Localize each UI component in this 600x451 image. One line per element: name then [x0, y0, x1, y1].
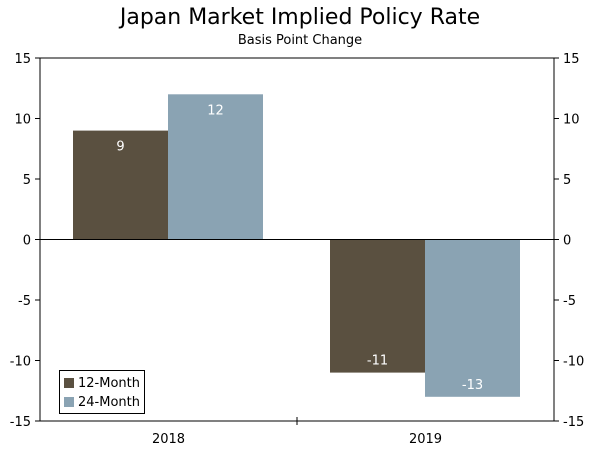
y-tick-label-right: 10 — [563, 113, 580, 128]
y-tick-label-right: 5 — [563, 173, 571, 188]
legend-swatch-12-month — [64, 378, 74, 388]
legend-label-12-month: 12-Month — [78, 375, 140, 391]
x-category-label-2018: 2018 — [152, 432, 185, 447]
y-tick-label-left: 0 — [23, 234, 31, 249]
data-label-24-month-2019: -13 — [462, 378, 483, 393]
data-label-24-month-2018: 12 — [207, 103, 224, 118]
chart-subtitle: Basis Point Change — [237, 33, 363, 48]
legend-item-24-month: 24-Month — [64, 393, 140, 411]
y-tick-label-left: -5 — [18, 294, 31, 309]
x-category-label-2019: 2019 — [409, 432, 442, 447]
bar-24-month-2018 — [168, 94, 263, 240]
y-tick-label-left: -15 — [10, 415, 31, 430]
data-label-12-month-2018: 9 — [116, 140, 124, 155]
legend-label-24-month: 24-Month — [78, 394, 140, 410]
legend: 12-Month 24-Month — [59, 370, 145, 414]
y-tick-label-right: -10 — [563, 355, 584, 370]
y-tick-label-left: 5 — [23, 173, 31, 188]
y-tick-label-left: 15 — [14, 52, 31, 67]
legend-swatch-24-month — [64, 397, 74, 407]
chart-title: Japan Market Implied Policy Rate — [119, 5, 481, 30]
y-tick-label-right: 15 — [563, 52, 580, 67]
y-tick-label-left: -10 — [10, 355, 31, 370]
bar-24-month-2019 — [425, 239, 520, 397]
legend-item-12-month: 12-Month — [64, 374, 140, 392]
y-tick-label-right: -5 — [563, 294, 576, 309]
bar-12-month-2019 — [330, 239, 425, 373]
bar-12-month-2018 — [73, 130, 168, 240]
y-tick-label-right: -15 — [563, 415, 584, 430]
y-tick-label-left: 10 — [14, 113, 31, 128]
y-tick-label-right: 0 — [563, 234, 571, 249]
data-label-12-month-2019: -11 — [367, 354, 388, 369]
